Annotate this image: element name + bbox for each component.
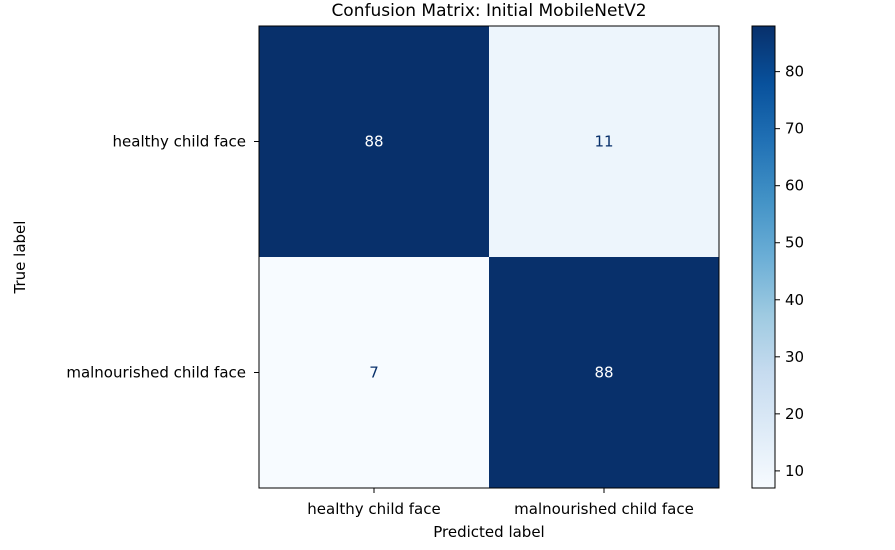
cell-value-r0-c1: 11 xyxy=(594,133,613,151)
heatmap-cell-r0-c1 xyxy=(489,26,719,257)
colorbar-tick-label-1: 20 xyxy=(785,405,804,423)
heatmap-cell-r1-c0 xyxy=(259,257,489,488)
y-tick-label-1: malnourished child face xyxy=(66,364,246,382)
colorbar-ticks: 10 20 30 40 50 60 70 80 xyxy=(775,63,804,480)
x-tick-label-0: healthy child face xyxy=(307,500,440,518)
plot-frame xyxy=(258,25,720,489)
x-tick-label-1: malnourished child face xyxy=(514,500,694,518)
y-tick-label-0: healthy child face xyxy=(113,133,246,151)
heatmap-cell-r0-c0 xyxy=(259,26,489,257)
colorbar-tick-label-5: 60 xyxy=(785,177,804,195)
colorbar xyxy=(751,25,776,489)
chart-title: Confusion Matrix: Initial MobileNetV2 xyxy=(331,1,646,21)
cell-value-labels: 88 11 7 88 xyxy=(364,133,613,382)
cell-value-r1-c0: 7 xyxy=(369,364,379,382)
colorbar-tick-label-0: 10 xyxy=(785,462,804,480)
x-axis-label: Predicted label xyxy=(433,523,544,541)
colorbar-tick-label-6: 70 xyxy=(785,120,804,138)
colorbar-tick-label-4: 50 xyxy=(785,234,804,252)
colorbar-tick-label-3: 40 xyxy=(785,291,804,309)
colorbar-tick-label-2: 30 xyxy=(785,348,804,366)
cell-value-r0-c0: 88 xyxy=(364,133,383,151)
colorbar-tick-label-7: 80 xyxy=(785,63,804,81)
cell-value-r1-c1: 88 xyxy=(594,364,613,382)
y-axis-label: True label xyxy=(11,221,29,295)
y-axis-ticks: healthy child face malnourished child fac… xyxy=(66,133,259,382)
x-axis-ticks: healthy child face malnourished child fac… xyxy=(307,488,694,518)
heatmap-cell-r1-c1 xyxy=(489,257,719,488)
heatmap-cells xyxy=(259,26,719,488)
